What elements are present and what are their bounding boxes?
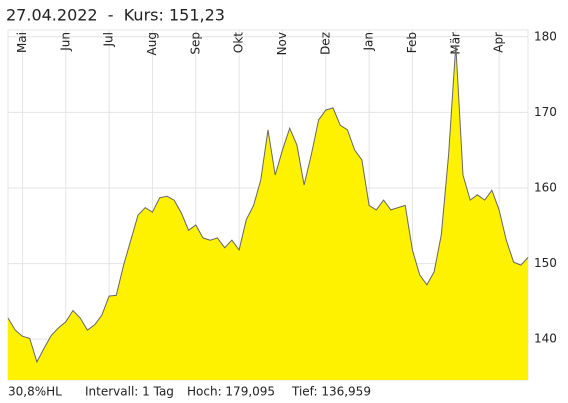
- area: [8, 45, 528, 380]
- y-tick-label: 140: [534, 332, 557, 346]
- x-tick-label: Feb: [405, 32, 419, 53]
- y-tick-label: 160: [534, 180, 557, 194]
- x-tick-label: Jan: [362, 32, 376, 52]
- x-tick-label: Mai: [15, 32, 29, 53]
- x-tick-label: Jul: [102, 32, 116, 47]
- footer-text: Intervall: 1 Tag: [85, 385, 174, 399]
- x-tick-label: Dez: [318, 32, 332, 55]
- y-tick-label: 150: [534, 256, 557, 270]
- x-tick-label: Mär: [448, 32, 462, 55]
- y-tick-label: 180: [534, 29, 557, 43]
- chart-title: 27.04.2022 - Kurs: 151,23: [6, 6, 225, 25]
- footer-text: Tief: 136,959: [291, 385, 371, 399]
- y-tick-label: 170: [534, 105, 557, 119]
- footer-text: Hoch: 179,095: [187, 385, 275, 399]
- x-tick-label: Nov: [275, 32, 289, 55]
- x-tick-label: Sep: [188, 32, 202, 55]
- x-tick-label: Okt: [232, 32, 246, 53]
- footer-text: 30,8%HL: [8, 385, 62, 399]
- x-tick-label: Jun: [58, 32, 72, 52]
- x-tick-label: Apr: [492, 32, 506, 53]
- line: [7, 45, 529, 364]
- x-tick-label: Aug: [145, 32, 159, 55]
